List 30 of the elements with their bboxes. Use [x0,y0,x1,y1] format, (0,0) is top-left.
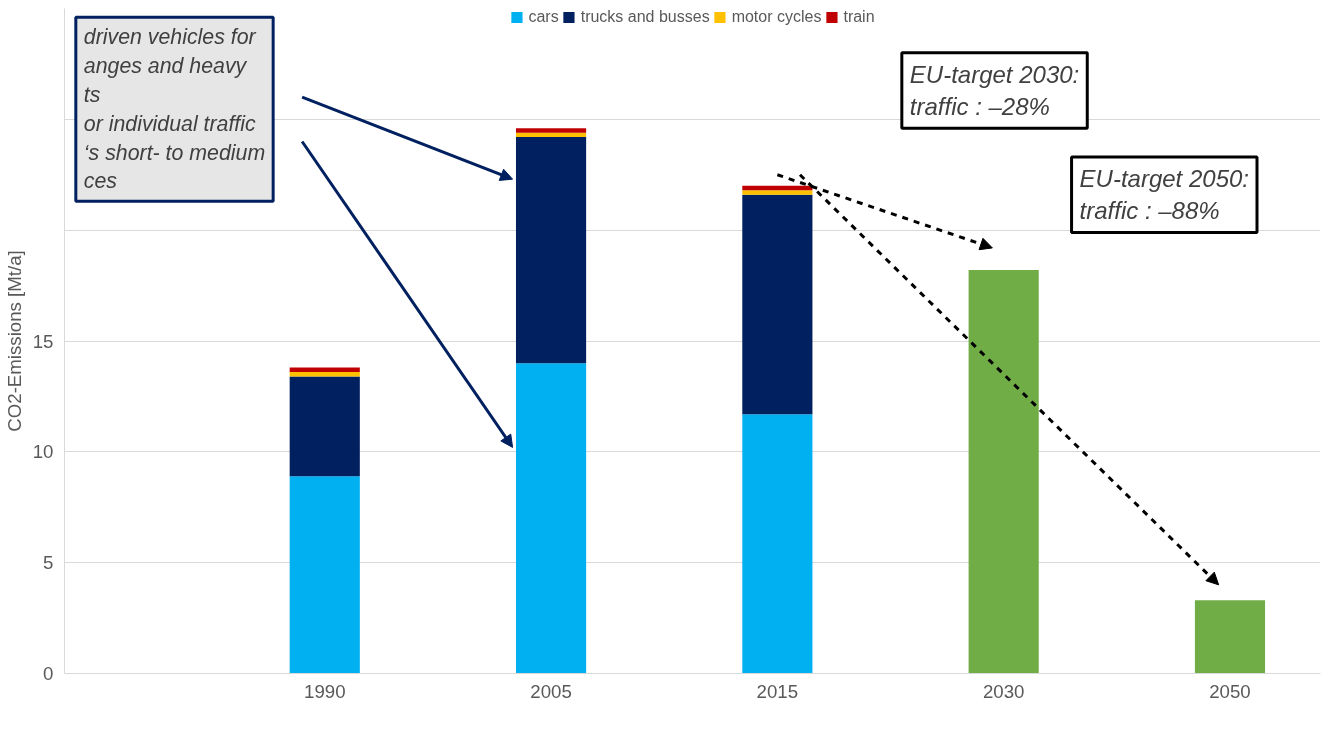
bar [515,128,587,133]
bar [289,372,360,377]
bar [742,414,813,674]
bar [1194,600,1266,674]
bar [515,132,587,138]
bar [515,137,587,364]
y-tick-label: 5 [43,552,54,574]
y-axis-title: CO2-Emissions [Mt/a] [3,250,25,432]
legend-label: train [843,8,875,26]
annotation: driven vehicles for anges and heavy ts or individual traffic ‘s short- to medium ces [83,25,266,194]
x-tick-label: 2005 [530,680,572,702]
bar [968,270,1039,674]
x-tick-label: 2015 [756,680,799,702]
bar [515,363,587,674]
y-tick-label: 15 [32,330,54,352]
annotation: EU-target 2050: traffic : –88% [1079,165,1249,225]
annotation: EU-target 2030: traffic : –28% [909,60,1080,121]
y-tick-label: 0 [43,663,54,684]
x-tick-label: 2030 [982,680,1025,702]
bar [742,194,813,415]
legend-label: trucks and busses [580,8,710,26]
legend-label: cars [528,8,559,26]
bar [289,476,360,674]
y-tick-label: 10 [32,441,54,463]
bar [289,376,360,477]
x-tick-label: 1990 [304,680,346,702]
x-tick-label: 2050 [1209,680,1251,702]
bar [742,190,813,195]
legend-label: motor cycles [731,8,822,26]
bar [289,367,360,373]
